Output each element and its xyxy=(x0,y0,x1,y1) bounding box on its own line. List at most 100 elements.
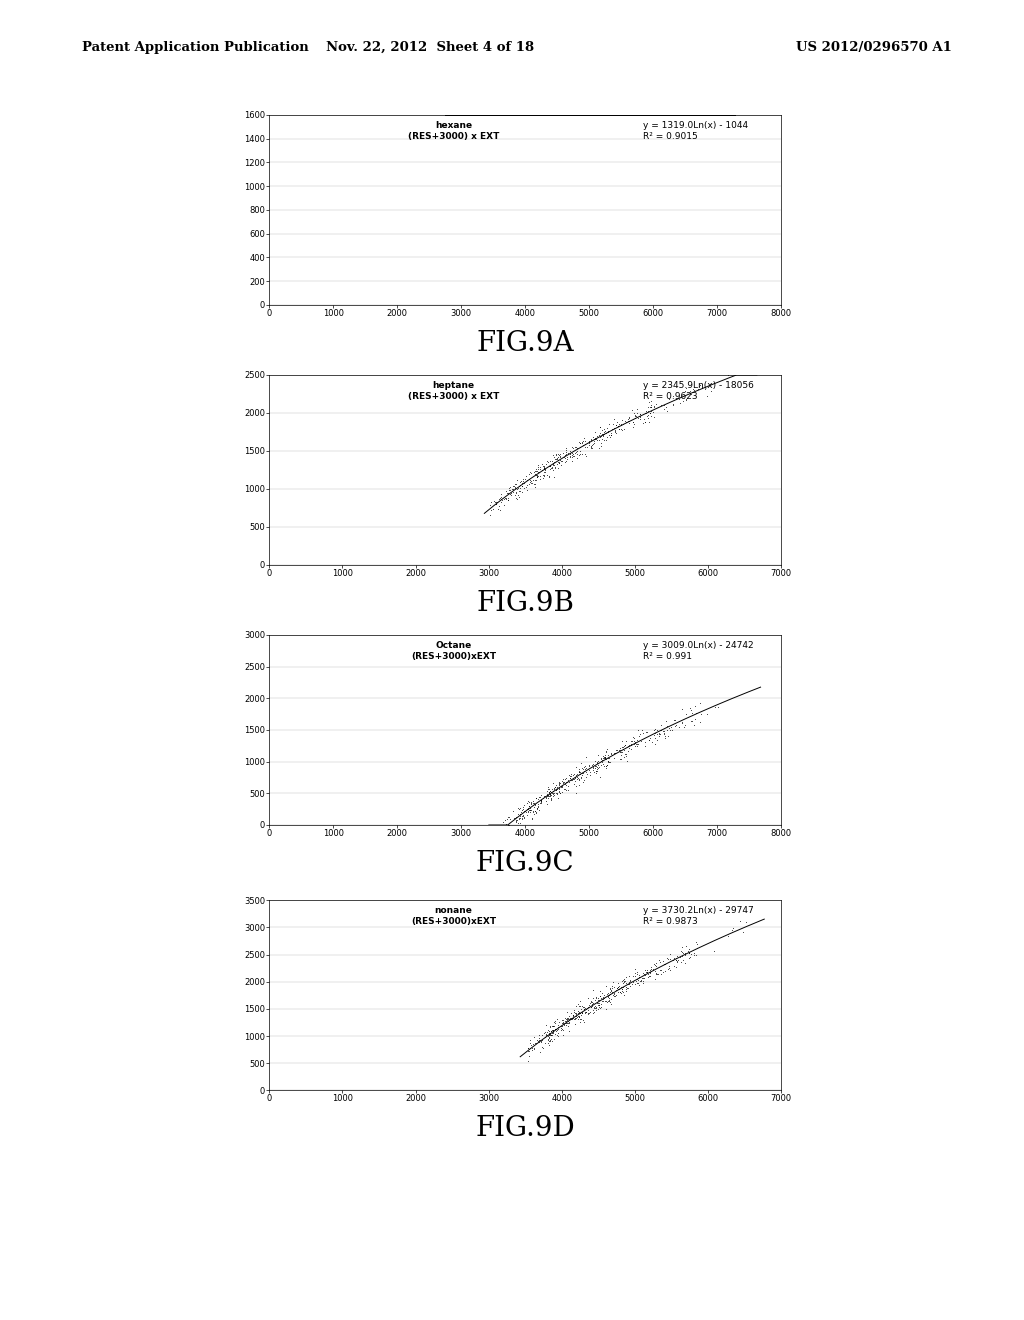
Point xyxy=(553,1018,569,1039)
Point xyxy=(638,403,654,424)
Point xyxy=(625,412,641,433)
Point xyxy=(573,763,590,784)
Point xyxy=(600,985,616,1006)
Point xyxy=(571,1006,588,1027)
Point xyxy=(542,780,558,801)
Point xyxy=(597,747,613,768)
Point xyxy=(566,1001,583,1022)
Point xyxy=(592,986,608,1007)
Point xyxy=(686,942,702,964)
Point xyxy=(659,719,676,741)
Point xyxy=(519,791,536,812)
Point xyxy=(583,438,599,459)
Point xyxy=(691,711,708,733)
Point xyxy=(519,474,536,495)
Point xyxy=(595,425,611,446)
Point xyxy=(667,710,683,731)
Point xyxy=(572,767,589,788)
Point xyxy=(626,734,642,755)
Point xyxy=(521,473,538,494)
Point xyxy=(625,965,641,986)
Point xyxy=(502,479,518,500)
Point xyxy=(512,471,528,492)
Point xyxy=(536,461,552,482)
Point xyxy=(600,752,616,774)
Point xyxy=(618,972,635,993)
Point xyxy=(568,437,585,458)
Point xyxy=(543,784,559,805)
Point xyxy=(512,478,528,499)
Point xyxy=(518,801,535,822)
Point xyxy=(589,751,605,772)
Point xyxy=(569,767,586,788)
Point xyxy=(631,966,647,987)
Point xyxy=(559,442,575,463)
Point xyxy=(547,1019,563,1040)
Point xyxy=(596,421,612,442)
Point xyxy=(720,364,736,385)
Point xyxy=(535,1024,551,1045)
Point xyxy=(554,450,570,471)
Point xyxy=(572,1002,589,1023)
Point xyxy=(668,388,684,409)
Point xyxy=(628,734,644,755)
Point xyxy=(609,978,626,999)
Point xyxy=(528,788,545,809)
Point xyxy=(625,974,641,995)
Point xyxy=(658,400,675,421)
Text: FIG.9D: FIG.9D xyxy=(475,1115,575,1142)
Point xyxy=(571,437,588,458)
Point xyxy=(637,412,653,433)
Point xyxy=(592,422,608,444)
Point xyxy=(522,473,539,494)
Point xyxy=(583,429,599,450)
Point xyxy=(648,953,665,974)
Point xyxy=(556,447,572,469)
Point xyxy=(643,405,659,426)
Point xyxy=(587,995,603,1016)
Point xyxy=(663,717,679,738)
Point xyxy=(509,488,525,510)
Point xyxy=(523,470,540,491)
Point xyxy=(508,487,524,508)
Point xyxy=(630,734,646,755)
Point xyxy=(587,758,603,779)
Point xyxy=(640,964,656,985)
Point xyxy=(571,759,588,780)
Point xyxy=(617,735,634,756)
Point xyxy=(680,941,696,962)
Point xyxy=(594,989,610,1010)
Point xyxy=(604,744,621,766)
Point xyxy=(548,1018,564,1039)
Point xyxy=(572,999,589,1020)
Point xyxy=(592,426,608,447)
Point xyxy=(542,1016,558,1038)
Point xyxy=(574,430,591,451)
Point xyxy=(566,437,583,458)
Point xyxy=(593,748,609,770)
Point xyxy=(621,734,637,755)
Point xyxy=(558,446,574,467)
Point xyxy=(546,784,562,805)
Point xyxy=(544,450,560,471)
Point xyxy=(539,793,555,814)
Point xyxy=(598,741,614,762)
Point xyxy=(551,446,567,467)
Point xyxy=(591,993,607,1014)
Point xyxy=(507,808,523,829)
Point xyxy=(540,779,556,800)
Point xyxy=(571,432,588,453)
Point xyxy=(560,1008,577,1030)
Point xyxy=(603,989,620,1010)
Point xyxy=(602,751,618,772)
Point xyxy=(540,1019,556,1040)
Point xyxy=(583,436,599,457)
Point xyxy=(543,1028,559,1049)
Point xyxy=(545,459,561,480)
Point xyxy=(535,467,551,488)
Point xyxy=(580,998,596,1019)
Point xyxy=(498,488,514,510)
Point xyxy=(688,944,705,965)
Point xyxy=(635,412,651,433)
Point xyxy=(561,446,578,467)
